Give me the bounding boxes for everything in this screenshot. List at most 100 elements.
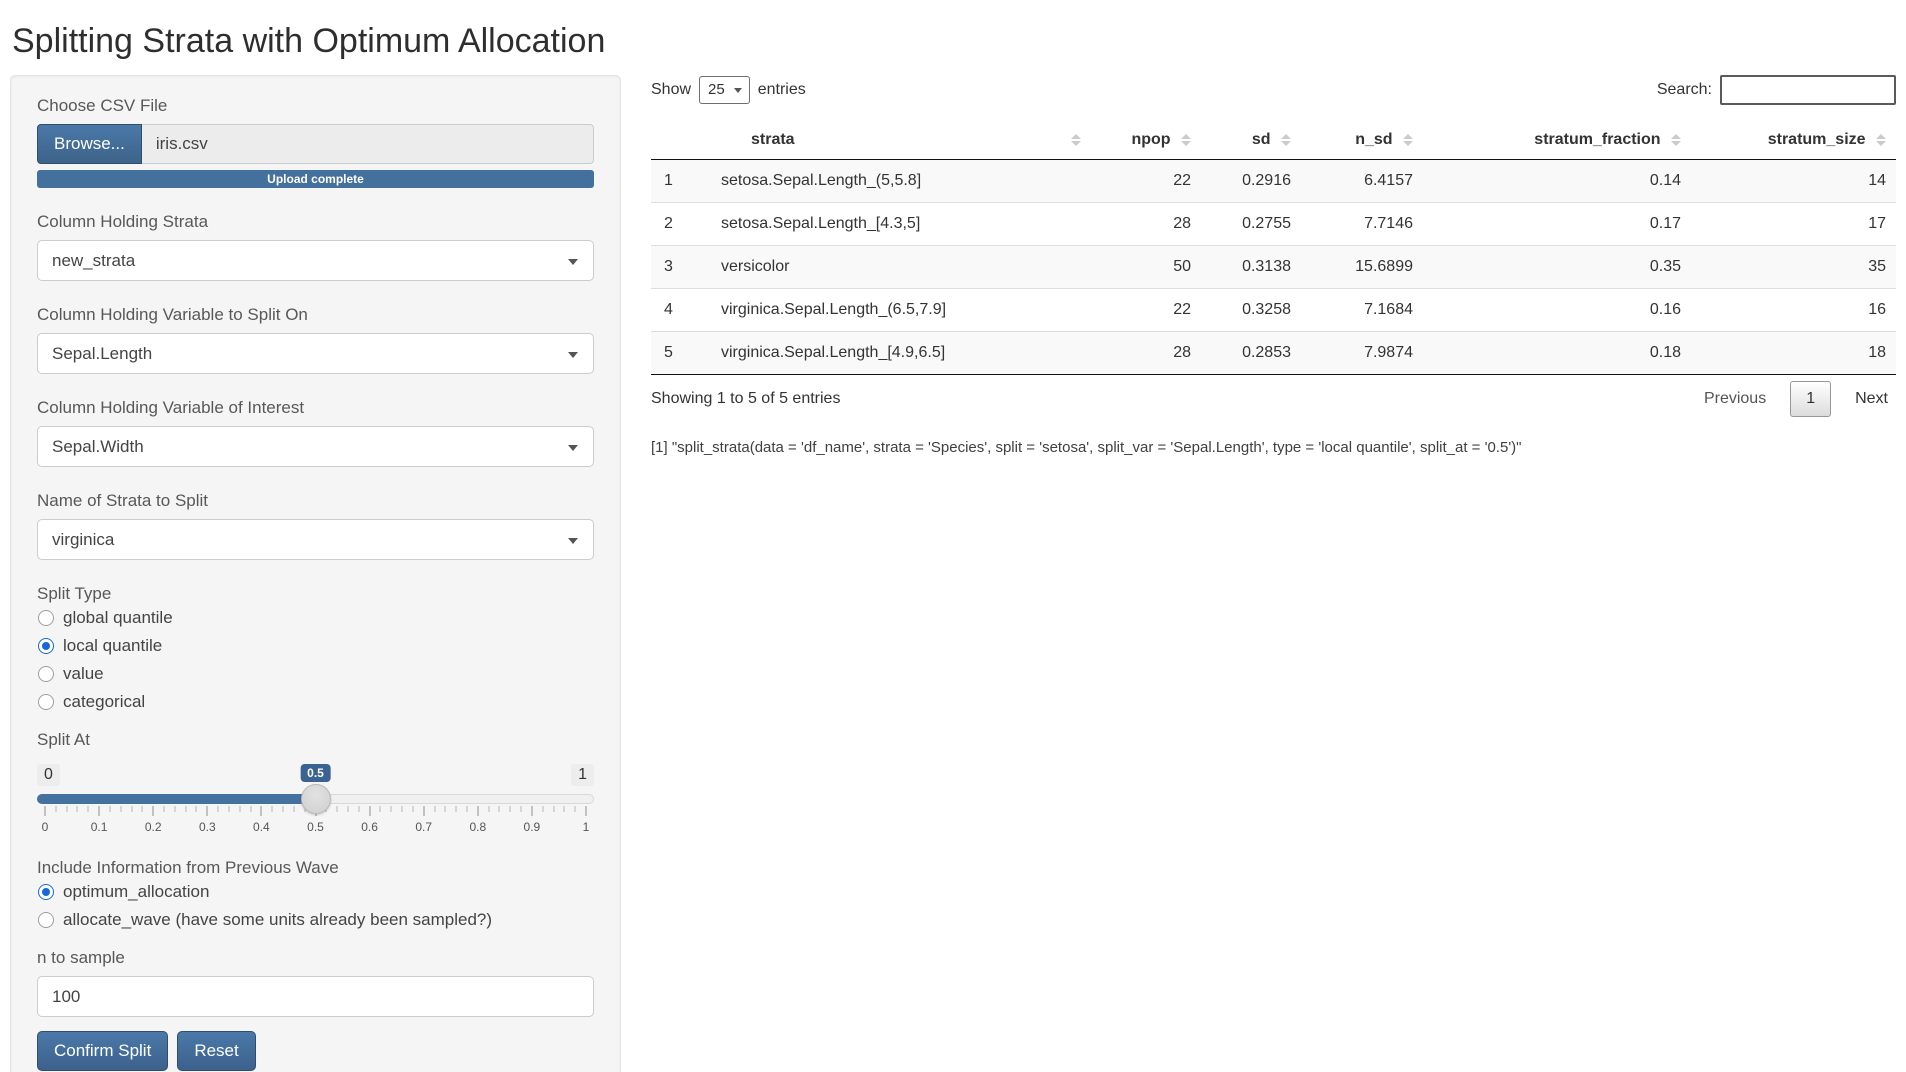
reset-button[interactable]: Reset [177,1031,256,1071]
radio-option[interactable]: categorical [38,692,594,712]
slider-tick [174,806,176,812]
split-type-label: Split Type [37,584,112,603]
table-cell-strata: virginica.Sepal.Length_[4.9,6.5] [711,331,1091,375]
table-cell-stratum_fraction: 0.16 [1423,288,1691,332]
radio-option-label: categorical [63,692,146,711]
radio-icon[interactable] [38,666,54,682]
previous-page-button[interactable]: Previous [1703,390,1767,407]
slider-tick [369,806,371,816]
show-label: Show [651,81,692,98]
slider-tick-label: 0.8 [469,820,487,834]
slider-fill [37,794,316,804]
slider-tick [66,806,68,812]
search-control: Search: [1657,75,1896,105]
interest-var-group: Column Holding Variable of Interest Sepa… [37,398,594,467]
split-var-select[interactable]: Sepal.Length [37,333,594,374]
slider-tick [185,806,187,812]
page-title: Splitting Strata with Optimum Allocation [12,22,606,60]
column-header-npop[interactable]: npop [1091,121,1201,160]
chevron-down-icon [568,445,578,451]
slider-tick [282,806,284,812]
row-name-cell: 4 [651,288,711,332]
table-cell-sd: 0.2916 [1201,159,1301,203]
pagination: Previous 1 Next [1696,381,1896,417]
radio-option-label: value [63,664,104,683]
column-header-label: strata [751,131,795,148]
slider-tick [574,806,576,812]
radio-icon[interactable] [38,694,54,710]
strata-name-select[interactable]: virginica [37,519,594,560]
sort-icon [1403,133,1413,146]
strata-column-select[interactable]: new_strata [37,240,594,281]
slider-grid: 0 0.1 0.2 0.3 0.4 0.5 0.6 0.7 0.8 0.9 1 [42,806,589,842]
slider-tick [195,806,197,812]
page-number-button[interactable]: 1 [1790,381,1832,417]
slider-tick [520,806,522,812]
sidebar-panel: Choose CSV File Browse... iris.csv Uploa… [10,75,621,1072]
radio-option[interactable]: local quantile [38,636,594,656]
file-name-display: iris.csv [141,124,594,164]
split-var-label: Column Holding Variable to Split On [37,305,308,324]
search-label: Search: [1656,81,1712,98]
upload-progress-bar: Upload complete [37,170,594,188]
radio-icon[interactable] [38,912,54,928]
page-length-select[interactable]: 25 [699,76,750,104]
table-cell-strata: versicolor [711,245,1091,289]
slider-tick [412,806,414,812]
page-length-value: 25 [708,81,725,98]
table-cell-n_sd: 15.6899 [1301,245,1423,289]
slider-tick [271,806,273,812]
radio-option[interactable]: optimum_allocation [38,882,594,902]
chevron-down-icon [733,88,742,93]
slider-handle[interactable] [300,784,331,814]
row-name-cell: 3 [651,245,711,289]
search-input[interactable] [1720,75,1896,105]
radio-icon[interactable] [38,638,54,654]
strata-column-label: Column Holding Strata [37,212,209,231]
slider-tick-label: 0.9 [523,820,541,834]
split-type-group: Split Type global quantile local quantile… [37,584,594,712]
radio-option[interactable]: allocate_wave (have some units already b… [38,910,594,930]
slider-tick [466,806,468,812]
table-cell-sd: 0.3258 [1201,288,1301,332]
sort-icon [1181,133,1191,146]
slider-value-label: 0.5 [300,764,331,782]
table-cell-n_sd: 7.9874 [1301,331,1423,375]
table-cell-stratum_size: 16 [1691,288,1896,332]
slider-tick-label: 0.3 [198,820,216,834]
browse-button[interactable]: Browse... [37,124,142,164]
chevron-down-icon [568,352,578,358]
slider-min-label: 0 [37,764,60,786]
slider-tick [260,806,262,816]
interest-var-select[interactable]: Sepal.Width [37,426,594,467]
next-page-button[interactable]: Next [1855,390,1888,407]
slider-tick [563,806,565,812]
column-header-n-sd[interactable]: n_sd [1301,121,1423,160]
radio-option[interactable]: value [38,664,594,684]
interest-var-label: Column Holding Variable of Interest [37,398,305,417]
column-header-stratum-fraction[interactable]: stratum_fraction [1423,121,1691,160]
console-output-text: [1] "split_strata(data = 'df_name', stra… [651,439,1522,456]
n-sample-input[interactable] [37,976,594,1017]
radio-icon[interactable] [38,884,54,900]
confirm-split-button[interactable]: Confirm Split [37,1031,169,1071]
table-cell-sd: 0.2853 [1201,331,1301,375]
slider-tick [455,806,457,812]
column-header-label: n_sd [1355,131,1393,148]
row-name-cell: 2 [651,202,711,246]
column-header-sd[interactable]: sd [1201,121,1301,160]
slider-tick-label: 0.5 [307,820,324,834]
table-cell-stratum_size: 17 [1691,202,1896,246]
table-cell-stratum_fraction: 0.17 [1423,202,1691,246]
slider-tick [131,806,133,812]
radio-icon[interactable] [38,610,54,626]
slider-tick [531,806,533,816]
table-row: 1 setosa.Sepal.Length_(5,5.8] 22 0.2916 6.41… [651,159,1896,203]
column-header-stratum-size[interactable]: stratum_size [1691,121,1896,160]
column-header-strata[interactable]: strata [711,121,1091,160]
slider-tick [120,806,122,812]
table-row: 3 versicolor 50 0.3138 15.6899 0.35 35 [651,245,1896,289]
radio-option[interactable]: global quantile [38,608,594,628]
slider-tick [109,806,111,812]
